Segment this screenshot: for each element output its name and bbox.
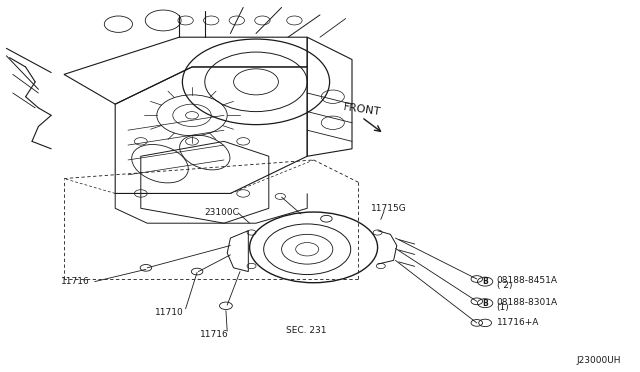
- Text: 11716: 11716: [61, 277, 90, 286]
- Text: FRONT: FRONT: [342, 102, 381, 117]
- Text: B: B: [483, 277, 488, 286]
- Text: 11716: 11716: [200, 330, 228, 339]
- Text: ( 2): ( 2): [497, 281, 512, 290]
- Text: B: B: [483, 299, 488, 308]
- Text: 23100C: 23100C: [205, 208, 239, 217]
- Text: 08188-8451A: 08188-8451A: [497, 276, 557, 285]
- Text: J23000UH: J23000UH: [576, 356, 621, 365]
- Text: 11716+A: 11716+A: [497, 318, 539, 327]
- Text: SEC. 231: SEC. 231: [285, 326, 326, 335]
- Text: 08188-8301A: 08188-8301A: [497, 298, 558, 307]
- Text: (1): (1): [497, 303, 509, 312]
- Text: 11710: 11710: [156, 308, 184, 317]
- Text: 11715G: 11715G: [371, 204, 407, 213]
